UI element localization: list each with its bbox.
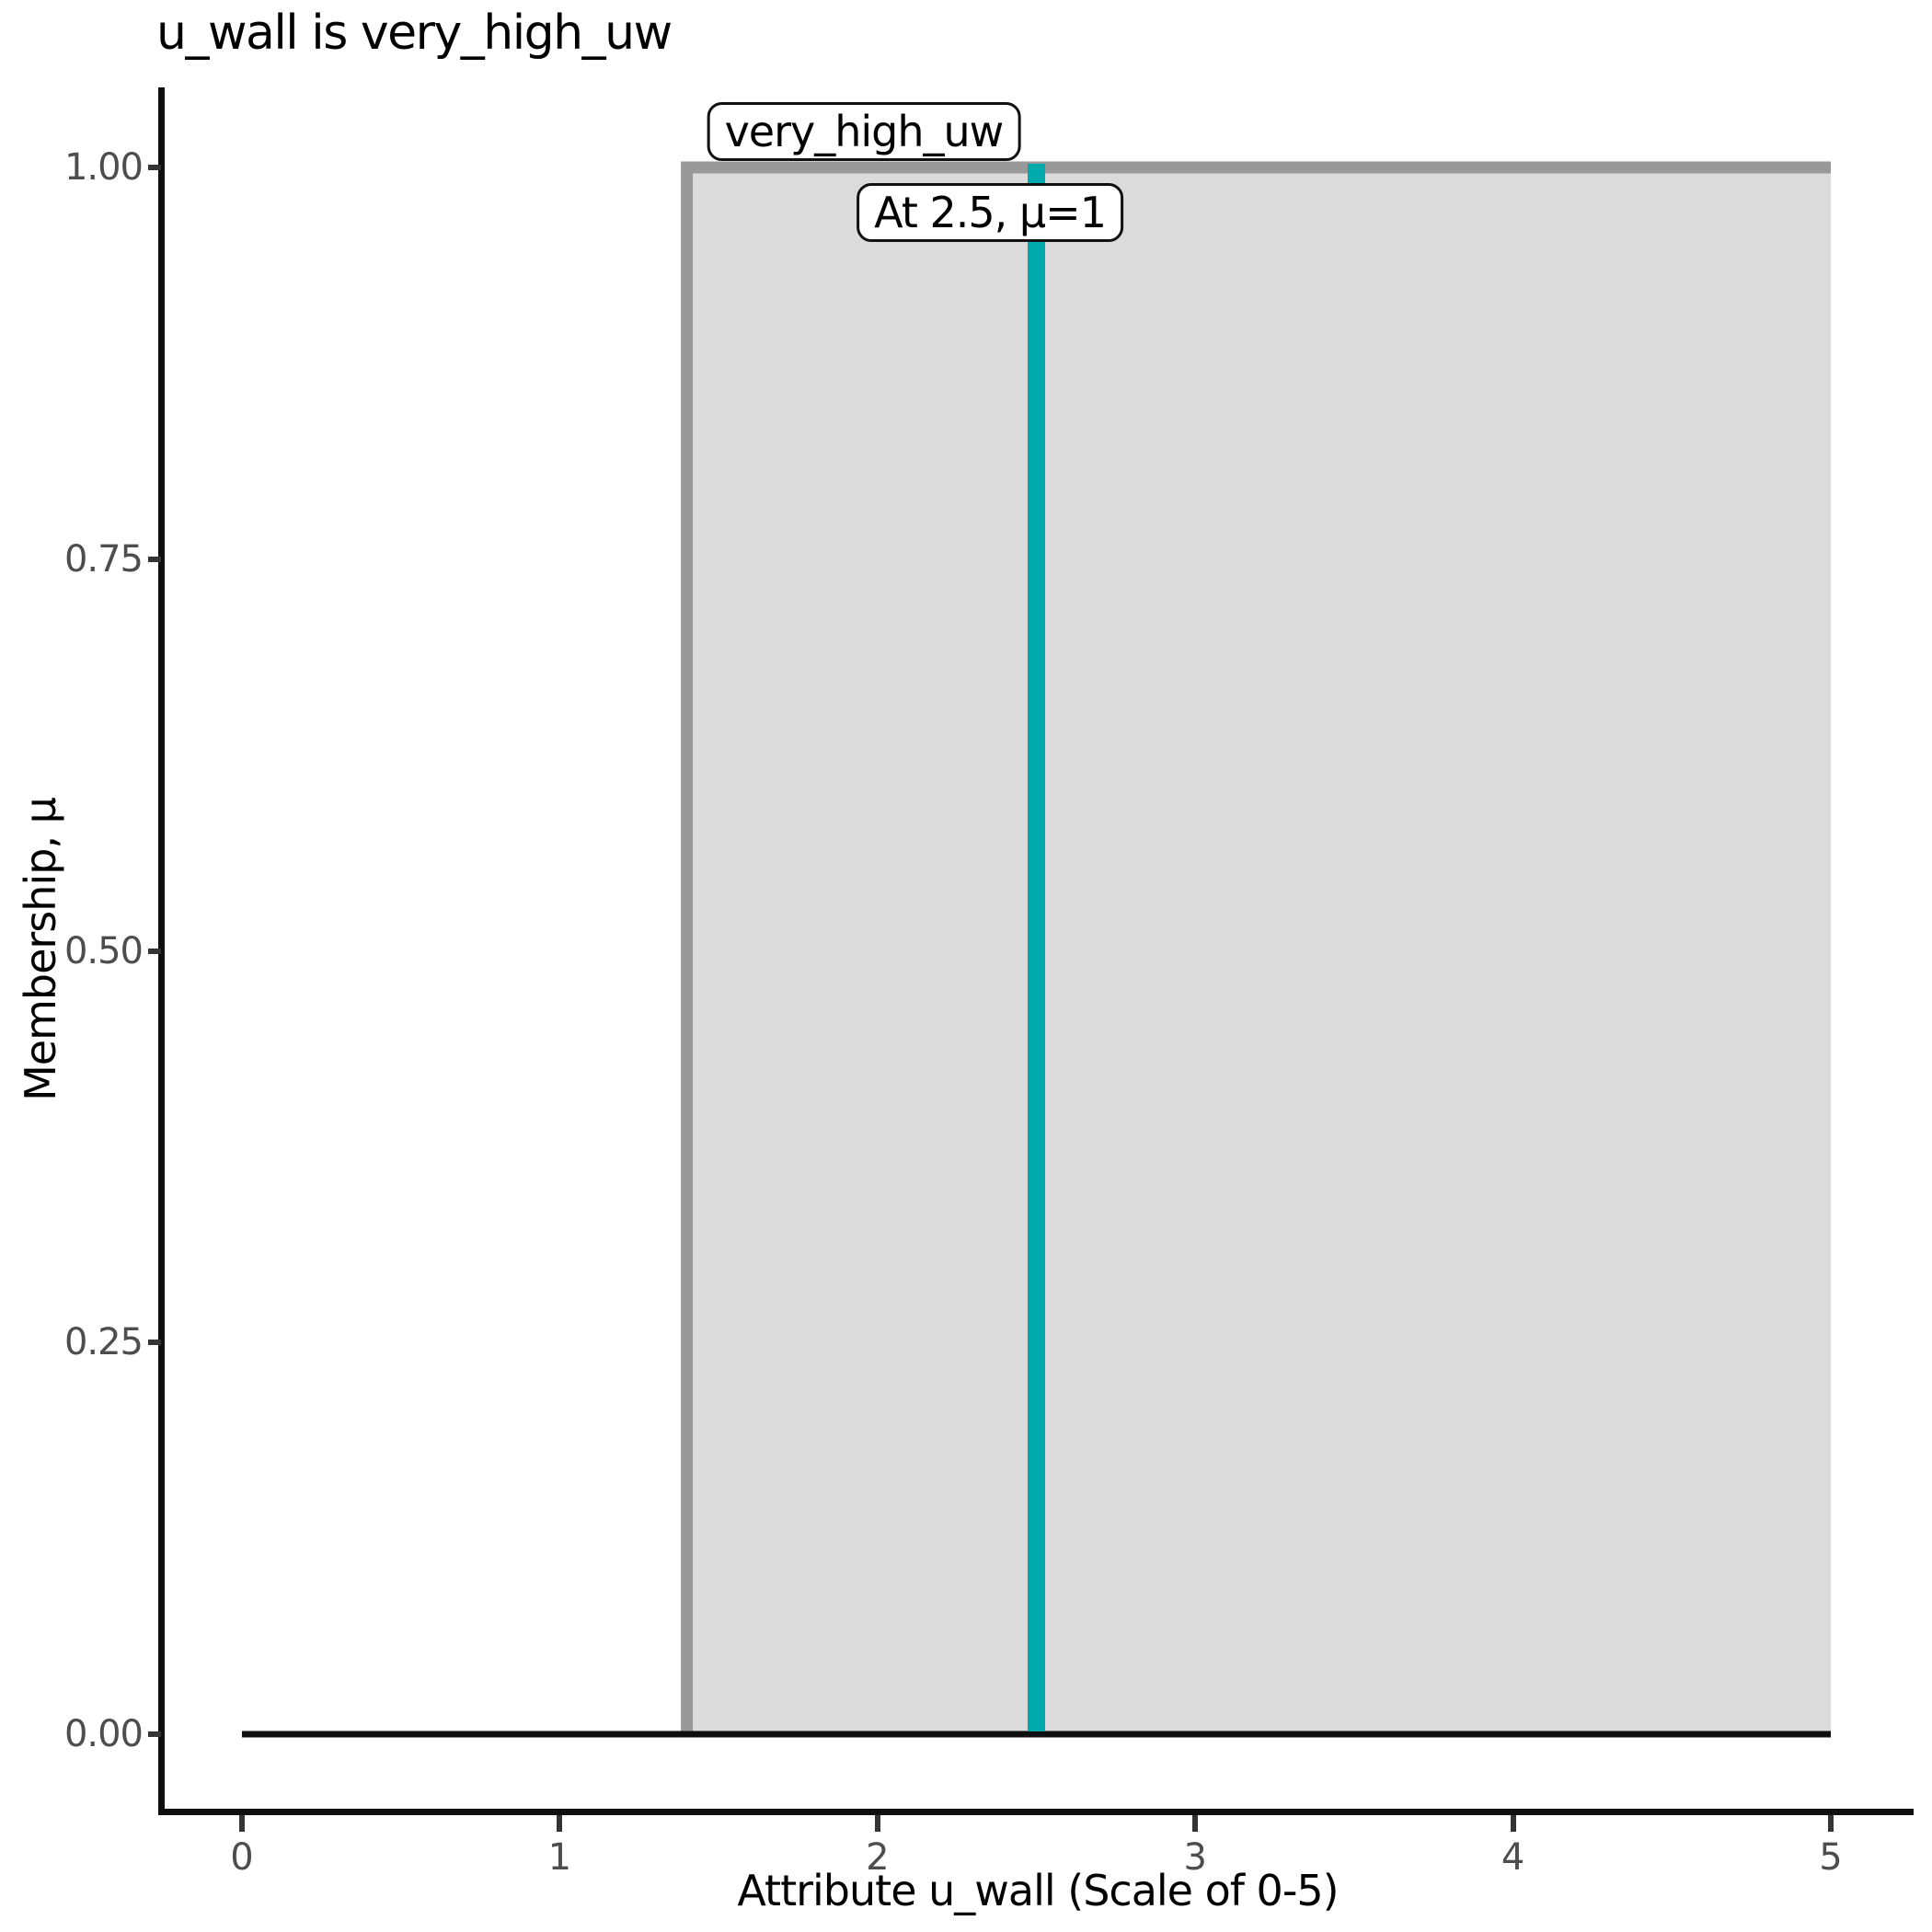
plot-title: u_wall is very_high_uw (156, 6, 673, 61)
x-tick-label: 2 (866, 1836, 890, 1879)
x-tick-label: 0 (230, 1836, 254, 1879)
x-tick-mark (239, 1815, 245, 1832)
y-tick-mark (148, 948, 161, 954)
y-axis-line (158, 87, 165, 1815)
x-tick-label: 1 (547, 1836, 572, 1879)
x-tick-label: 3 (1183, 1836, 1207, 1879)
y-tick-label: 0.00 (63, 1713, 144, 1755)
x-tick-label: 4 (1501, 1836, 1525, 1879)
membership-area-fill (686, 167, 1831, 1734)
y-tick-label: 1.00 (63, 146, 144, 189)
y-tick-label: 0.75 (63, 537, 144, 581)
y-tick-label: 0.25 (63, 1321, 144, 1364)
x-tick-mark (1510, 1815, 1516, 1832)
y-tick-label: 0.50 (63, 929, 144, 972)
x-tick-mark (874, 1815, 880, 1832)
x-tick-mark (557, 1815, 563, 1832)
annotation-label: At 2.5, μ=1 (857, 183, 1123, 243)
x-axis-line (158, 1809, 1914, 1815)
y-tick-mark (148, 1731, 161, 1737)
x-tick-label: 5 (1819, 1836, 1843, 1879)
membership-curve (681, 161, 1831, 1734)
y-tick-mark (148, 165, 161, 170)
y-tick-mark (148, 556, 161, 562)
x-axis-title: Attribute u_wall (Scale of 0-5) (737, 1866, 1339, 1915)
x-tick-mark (1828, 1815, 1834, 1832)
annotation-label: very_high_uw (707, 101, 1021, 161)
y-tick-mark (148, 1340, 161, 1346)
x-tick-mark (1192, 1815, 1199, 1832)
